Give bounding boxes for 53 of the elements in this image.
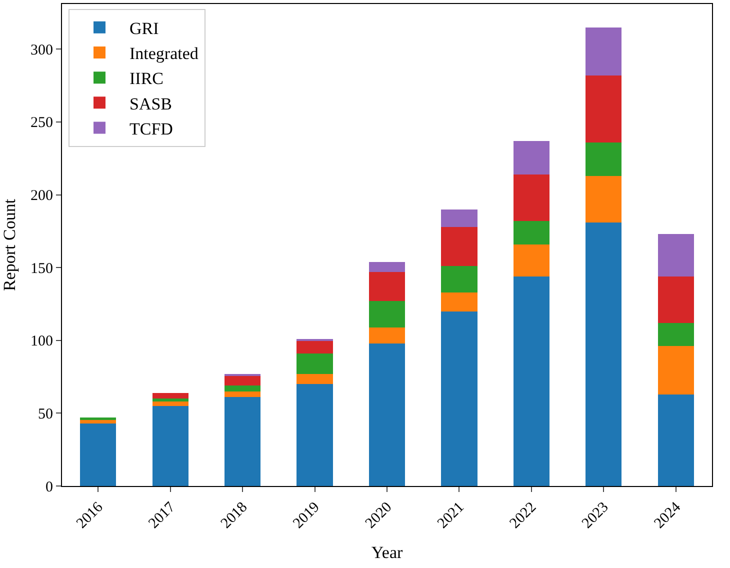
bar — [296, 353, 333, 374]
bar — [513, 244, 550, 276]
bar — [441, 266, 478, 292]
bar — [80, 423, 116, 486]
bar — [152, 402, 188, 406]
y-tick-label: 50 — [38, 406, 53, 422]
bar — [368, 272, 406, 302]
bar — [224, 391, 261, 398]
bar — [296, 384, 333, 486]
bar — [296, 340, 333, 354]
bar — [152, 398, 188, 402]
bar — [441, 226, 478, 266]
bar — [224, 397, 261, 486]
bar — [296, 374, 333, 384]
legend-label: Integrated — [130, 44, 199, 64]
bar — [513, 140, 550, 174]
bar — [586, 176, 622, 222]
y-tick-label: 150 — [30, 260, 53, 277]
legend-label: SASB — [130, 94, 172, 114]
bar — [441, 311, 478, 486]
bar — [586, 27, 622, 76]
bar — [658, 276, 694, 323]
y-tick-label: 300 — [30, 42, 53, 58]
bar — [513, 220, 550, 244]
y-axis-title: Report Count — [0, 198, 19, 292]
bar — [586, 75, 622, 142]
bar — [586, 222, 622, 486]
legend-label: GRI — [130, 19, 160, 38]
bar — [658, 394, 694, 486]
bar — [441, 292, 478, 312]
bar — [368, 327, 406, 344]
bar — [224, 386, 261, 392]
bar — [513, 174, 550, 221]
bar — [368, 343, 406, 486]
legend-label: IIRC — [130, 69, 164, 88]
bar — [586, 142, 622, 176]
bar — [368, 301, 406, 328]
x-axis-title: Year — [371, 543, 403, 562]
bar — [658, 234, 694, 276]
y-tick-label: 200 — [30, 188, 53, 204]
y-tick-label: 0 — [46, 479, 53, 496]
bar — [224, 375, 261, 386]
legend-label: TCFD — [130, 119, 173, 138]
bar — [513, 276, 550, 486]
bar — [441, 209, 478, 227]
bar — [658, 322, 694, 346]
y-tick-label: 250 — [30, 115, 53, 132]
y-tick-label: 100 — [30, 334, 53, 350]
x-tick-label: 2021 — [434, 499, 468, 532]
bar — [368, 262, 406, 272]
bar — [658, 346, 694, 394]
bar — [152, 406, 188, 486]
bar — [152, 392, 188, 399]
